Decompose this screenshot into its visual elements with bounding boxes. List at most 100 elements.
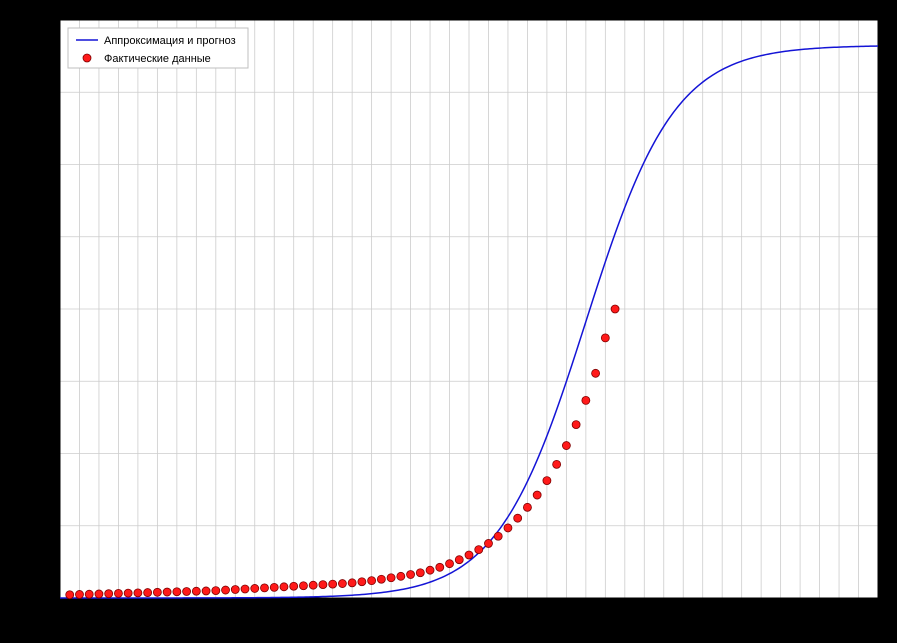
data-point	[299, 582, 307, 590]
data-point	[562, 442, 570, 450]
y-tick-label: 1400000	[13, 87, 52, 98]
x-tick-label: 76	[795, 605, 807, 616]
data-point	[319, 581, 327, 589]
data-point	[105, 590, 113, 598]
chart-svg: 0246810121416182022242628303234363840424…	[0, 0, 897, 643]
x-tick-label: 50	[541, 605, 553, 616]
x-tick-label: 56	[600, 605, 612, 616]
x-tick-labels: 0246810121416182022242628303234363840424…	[57, 598, 884, 616]
x-tick-label: 54	[580, 605, 592, 616]
data-point	[231, 586, 239, 594]
data-point	[329, 580, 337, 588]
data-point	[465, 551, 473, 559]
x-tick-label: 68	[717, 605, 729, 616]
x-tick-label: 4	[96, 605, 102, 616]
data-point	[611, 305, 619, 313]
legend-marker-icon	[83, 54, 91, 62]
x-tick-label: 36	[405, 605, 417, 616]
x-tick-label: 8	[135, 605, 141, 616]
x-tick-label: 10	[152, 605, 164, 616]
data-point	[553, 460, 561, 468]
data-point	[124, 589, 132, 597]
legend-label: Фактические данные	[104, 53, 211, 65]
y-tick-labels: 0200000400000600000800000100000012000001…	[13, 15, 60, 604]
data-point	[397, 572, 405, 580]
data-point	[261, 584, 269, 592]
data-point	[163, 588, 171, 596]
x-tick-label: 66	[697, 605, 709, 616]
x-tick-label: 58	[619, 605, 631, 616]
x-tick-label: 32	[366, 605, 378, 616]
x-tick-label: 42	[463, 605, 475, 616]
x-tick-label: 72	[756, 605, 768, 616]
data-point	[407, 571, 415, 579]
x-tick-label: 78	[814, 605, 826, 616]
x-tick-label: 40	[444, 605, 456, 616]
y-tick-label: 0	[46, 593, 52, 604]
data-point	[348, 579, 356, 587]
x-tick-label: 14	[191, 605, 203, 616]
x-tick-label: 24	[288, 605, 300, 616]
data-point	[368, 577, 376, 585]
data-point	[192, 587, 200, 595]
data-point	[114, 589, 122, 597]
data-point	[251, 584, 259, 592]
x-tick-label: 74	[775, 605, 787, 616]
data-point	[134, 589, 142, 597]
x-tick-label: 2	[77, 605, 83, 616]
data-point	[85, 590, 93, 598]
data-point	[338, 580, 346, 588]
x-tick-label: 0	[57, 605, 63, 616]
x-tick-label: 44	[483, 605, 495, 616]
data-point	[446, 560, 454, 568]
data-point	[95, 590, 103, 598]
data-point	[309, 581, 317, 589]
data-point	[183, 587, 191, 595]
data-point	[592, 369, 600, 377]
y-tick-label: 1600000	[13, 15, 52, 26]
y-tick-label: 1000000	[13, 232, 52, 243]
y-tick-label: 800000	[19, 304, 53, 315]
data-point	[212, 587, 220, 595]
data-point	[222, 586, 230, 594]
x-tick-label: 30	[347, 605, 359, 616]
x-tick-label: 52	[561, 605, 573, 616]
data-point	[475, 546, 483, 554]
data-point	[358, 578, 366, 586]
y-tick-label: 400000	[19, 449, 53, 460]
chart-container: 0246810121416182022242628303234363840424…	[0, 0, 897, 643]
data-point	[144, 589, 152, 597]
data-point	[436, 563, 444, 571]
x-tick-label: 6	[116, 605, 122, 616]
legend-label: Аппроксимация и прогноз	[104, 35, 236, 47]
x-tick-label: 84	[872, 605, 884, 616]
x-tick-label: 12	[171, 605, 183, 616]
data-point	[153, 588, 161, 596]
data-point	[504, 524, 512, 532]
data-point	[387, 574, 395, 582]
data-point	[241, 585, 249, 593]
data-point	[494, 532, 502, 540]
data-point	[280, 583, 288, 591]
data-point	[202, 587, 210, 595]
x-tick-label: 60	[639, 605, 651, 616]
x-tick-label: 22	[269, 605, 281, 616]
data-point	[66, 591, 74, 599]
data-point	[173, 588, 181, 596]
data-point	[290, 582, 298, 590]
data-point	[484, 539, 492, 547]
data-point	[455, 556, 463, 564]
data-point	[572, 421, 580, 429]
x-tick-label: 82	[853, 605, 865, 616]
data-point	[377, 575, 385, 583]
data-point	[533, 491, 541, 499]
x-tick-label: 26	[308, 605, 320, 616]
data-point	[416, 569, 424, 577]
data-point	[523, 503, 531, 511]
data-point	[75, 590, 83, 598]
y-tick-label: 200000	[19, 521, 53, 532]
data-point	[601, 334, 609, 342]
y-tick-label: 600000	[19, 376, 53, 387]
x-tick-label: 62	[658, 605, 670, 616]
x-tick-label: 64	[678, 605, 690, 616]
